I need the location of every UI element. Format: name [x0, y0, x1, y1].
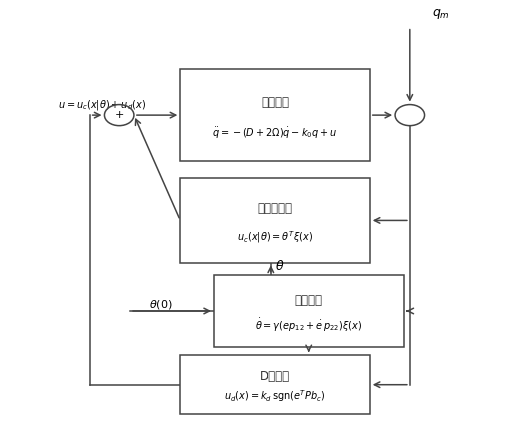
Text: $u_c(x|\theta)=\theta^T\xi(x)$: $u_c(x|\theta)=\theta^T\xi(x)$ — [237, 229, 313, 245]
Text: $\theta(0)$: $\theta(0)$ — [150, 298, 173, 311]
Text: 模糊控制器: 模糊控制器 — [258, 202, 293, 215]
Text: $u_d(x)=k_d\,\mathrm{sgn}(e^TPb_c)$: $u_d(x)=k_d\,\mathrm{sgn}(e^TPb_c)$ — [224, 388, 326, 404]
Text: $\theta$: $\theta$ — [275, 259, 284, 273]
Bar — [180, 179, 370, 262]
Text: 自适应律: 自适应律 — [295, 294, 323, 307]
Bar — [180, 69, 370, 162]
Bar — [214, 275, 404, 347]
Text: +: + — [114, 110, 124, 120]
Text: $\dot{\theta}=\gamma(ep_{12}+\dot{e}\,p_{22})\xi(x)$: $\dot{\theta}=\gamma(ep_{12}+\dot{e}\,p_… — [255, 317, 362, 334]
Text: $q_m$: $q_m$ — [433, 7, 450, 21]
Text: D控制器: D控制器 — [260, 370, 290, 383]
Text: 被控对象: 被控对象 — [261, 96, 289, 109]
Text: $u=u_c(x|\theta)+u_d(x)$: $u=u_c(x|\theta)+u_d(x)$ — [58, 98, 147, 112]
Text: $\ddot{q}=-(D+2\Omega)\dot{q}-k_0q+u$: $\ddot{q}=-(D+2\Omega)\dot{q}-k_0q+u$ — [213, 126, 338, 141]
Bar — [180, 355, 370, 414]
